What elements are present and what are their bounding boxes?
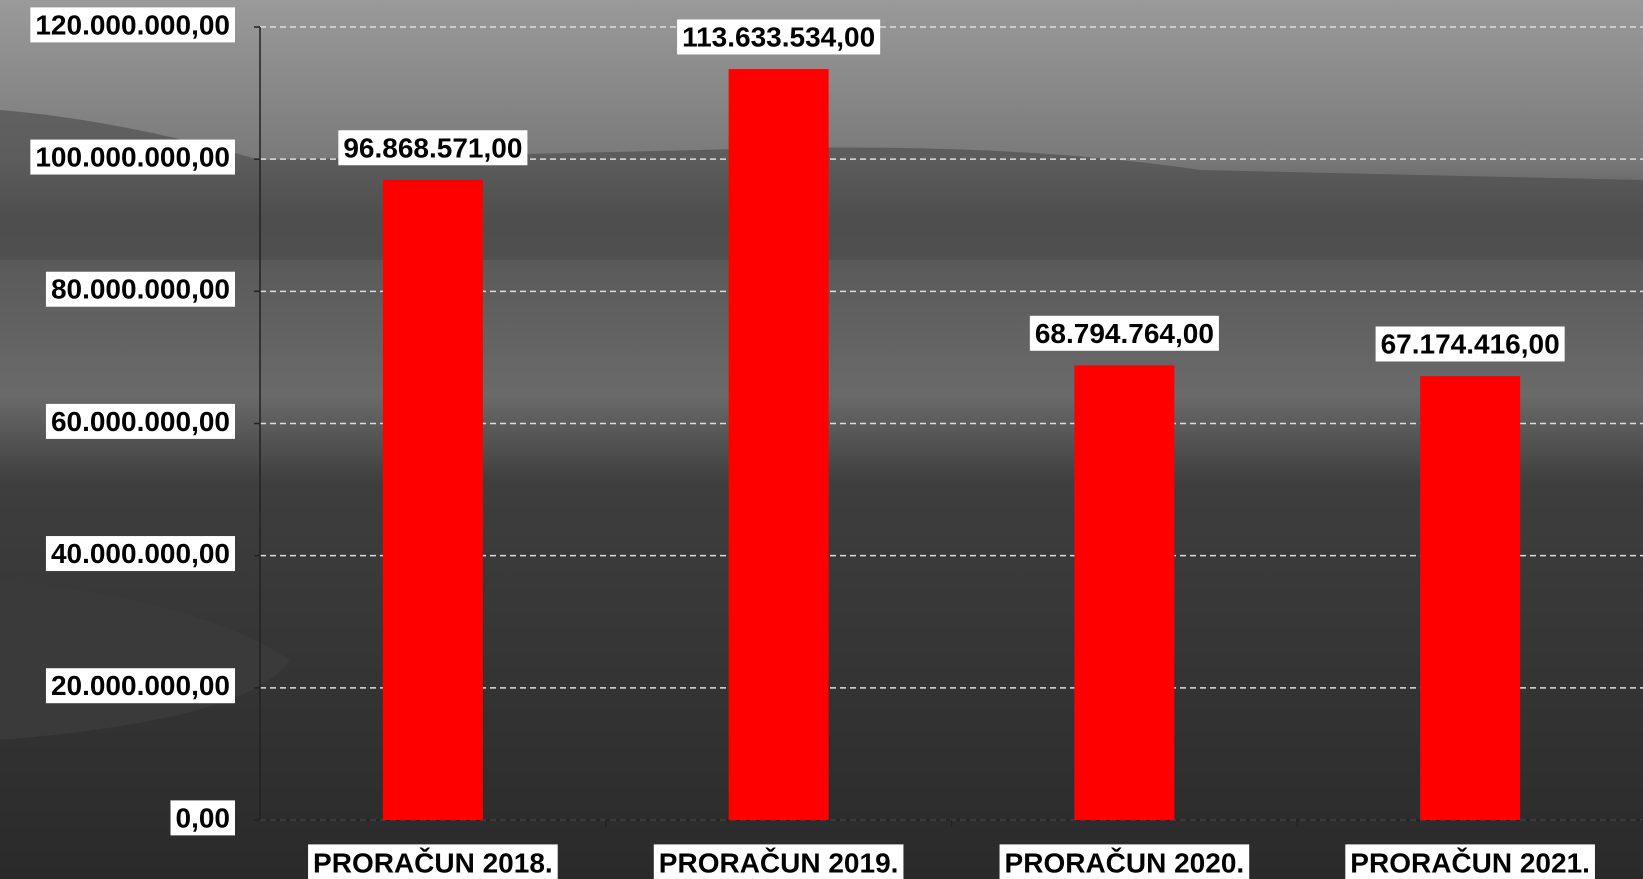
- data-label: 113.633.534,00: [682, 21, 875, 52]
- data-label: 68.794.764,00: [1035, 318, 1214, 349]
- bar: [1074, 365, 1174, 820]
- x-tick-label-box: PRORAČUN 2018.: [308, 844, 558, 879]
- y-tick-label: 60.000.000,00: [51, 406, 230, 437]
- x-tick-label-box: PRORAČUN 2020.: [1000, 844, 1250, 879]
- bar: [383, 180, 483, 820]
- y-tick-label-box: 100.000.000,00: [30, 140, 235, 175]
- data-label: 96.868.571,00: [343, 132, 522, 163]
- y-tick-label: 0,00: [176, 802, 231, 833]
- y-tick-label: 40.000.000,00: [51, 538, 230, 569]
- y-tick-label-box: 80.000.000,00: [46, 272, 235, 307]
- bar: [1420, 376, 1520, 820]
- y-tick-label-box: 40.000.000,00: [46, 536, 235, 571]
- y-tick-label: 120.000.000,00: [35, 9, 230, 40]
- bar: [729, 69, 829, 820]
- x-tick-label: PRORAČUN 2018.: [313, 846, 553, 878]
- x-tick-label: PRORAČUN 2020.: [1005, 846, 1245, 878]
- y-tick-label-box: 0,00: [171, 800, 236, 835]
- data-label-box: 68.794.764,00: [1030, 316, 1219, 351]
- x-tick-label-box: PRORAČUN 2019.: [654, 844, 904, 879]
- x-tick-label-box: PRORAČUN 2021.: [1345, 844, 1595, 879]
- y-tick-label: 80.000.000,00: [51, 274, 230, 305]
- data-label-box: 96.868.571,00: [338, 130, 527, 165]
- y-tick-label-box: 60.000.000,00: [46, 404, 235, 439]
- x-tick-label: PRORAČUN 2021.: [1350, 846, 1590, 878]
- data-label-box: 67.174.416,00: [1376, 326, 1565, 361]
- y-tick-label-box: 120.000.000,00: [30, 7, 235, 42]
- y-tick-label: 100.000.000,00: [35, 142, 230, 173]
- data-label-box: 113.633.534,00: [677, 19, 880, 54]
- y-tick-label-box: 20.000.000,00: [46, 668, 235, 703]
- x-tick-label: PRORAČUN 2019.: [659, 846, 899, 878]
- y-tick-label: 20.000.000,00: [51, 670, 230, 701]
- chart: 0,00 20.000.000,00 40.000.000,00 60.000.000…: [0, 0, 1643, 879]
- data-label: 67.174.416,00: [1381, 328, 1560, 359]
